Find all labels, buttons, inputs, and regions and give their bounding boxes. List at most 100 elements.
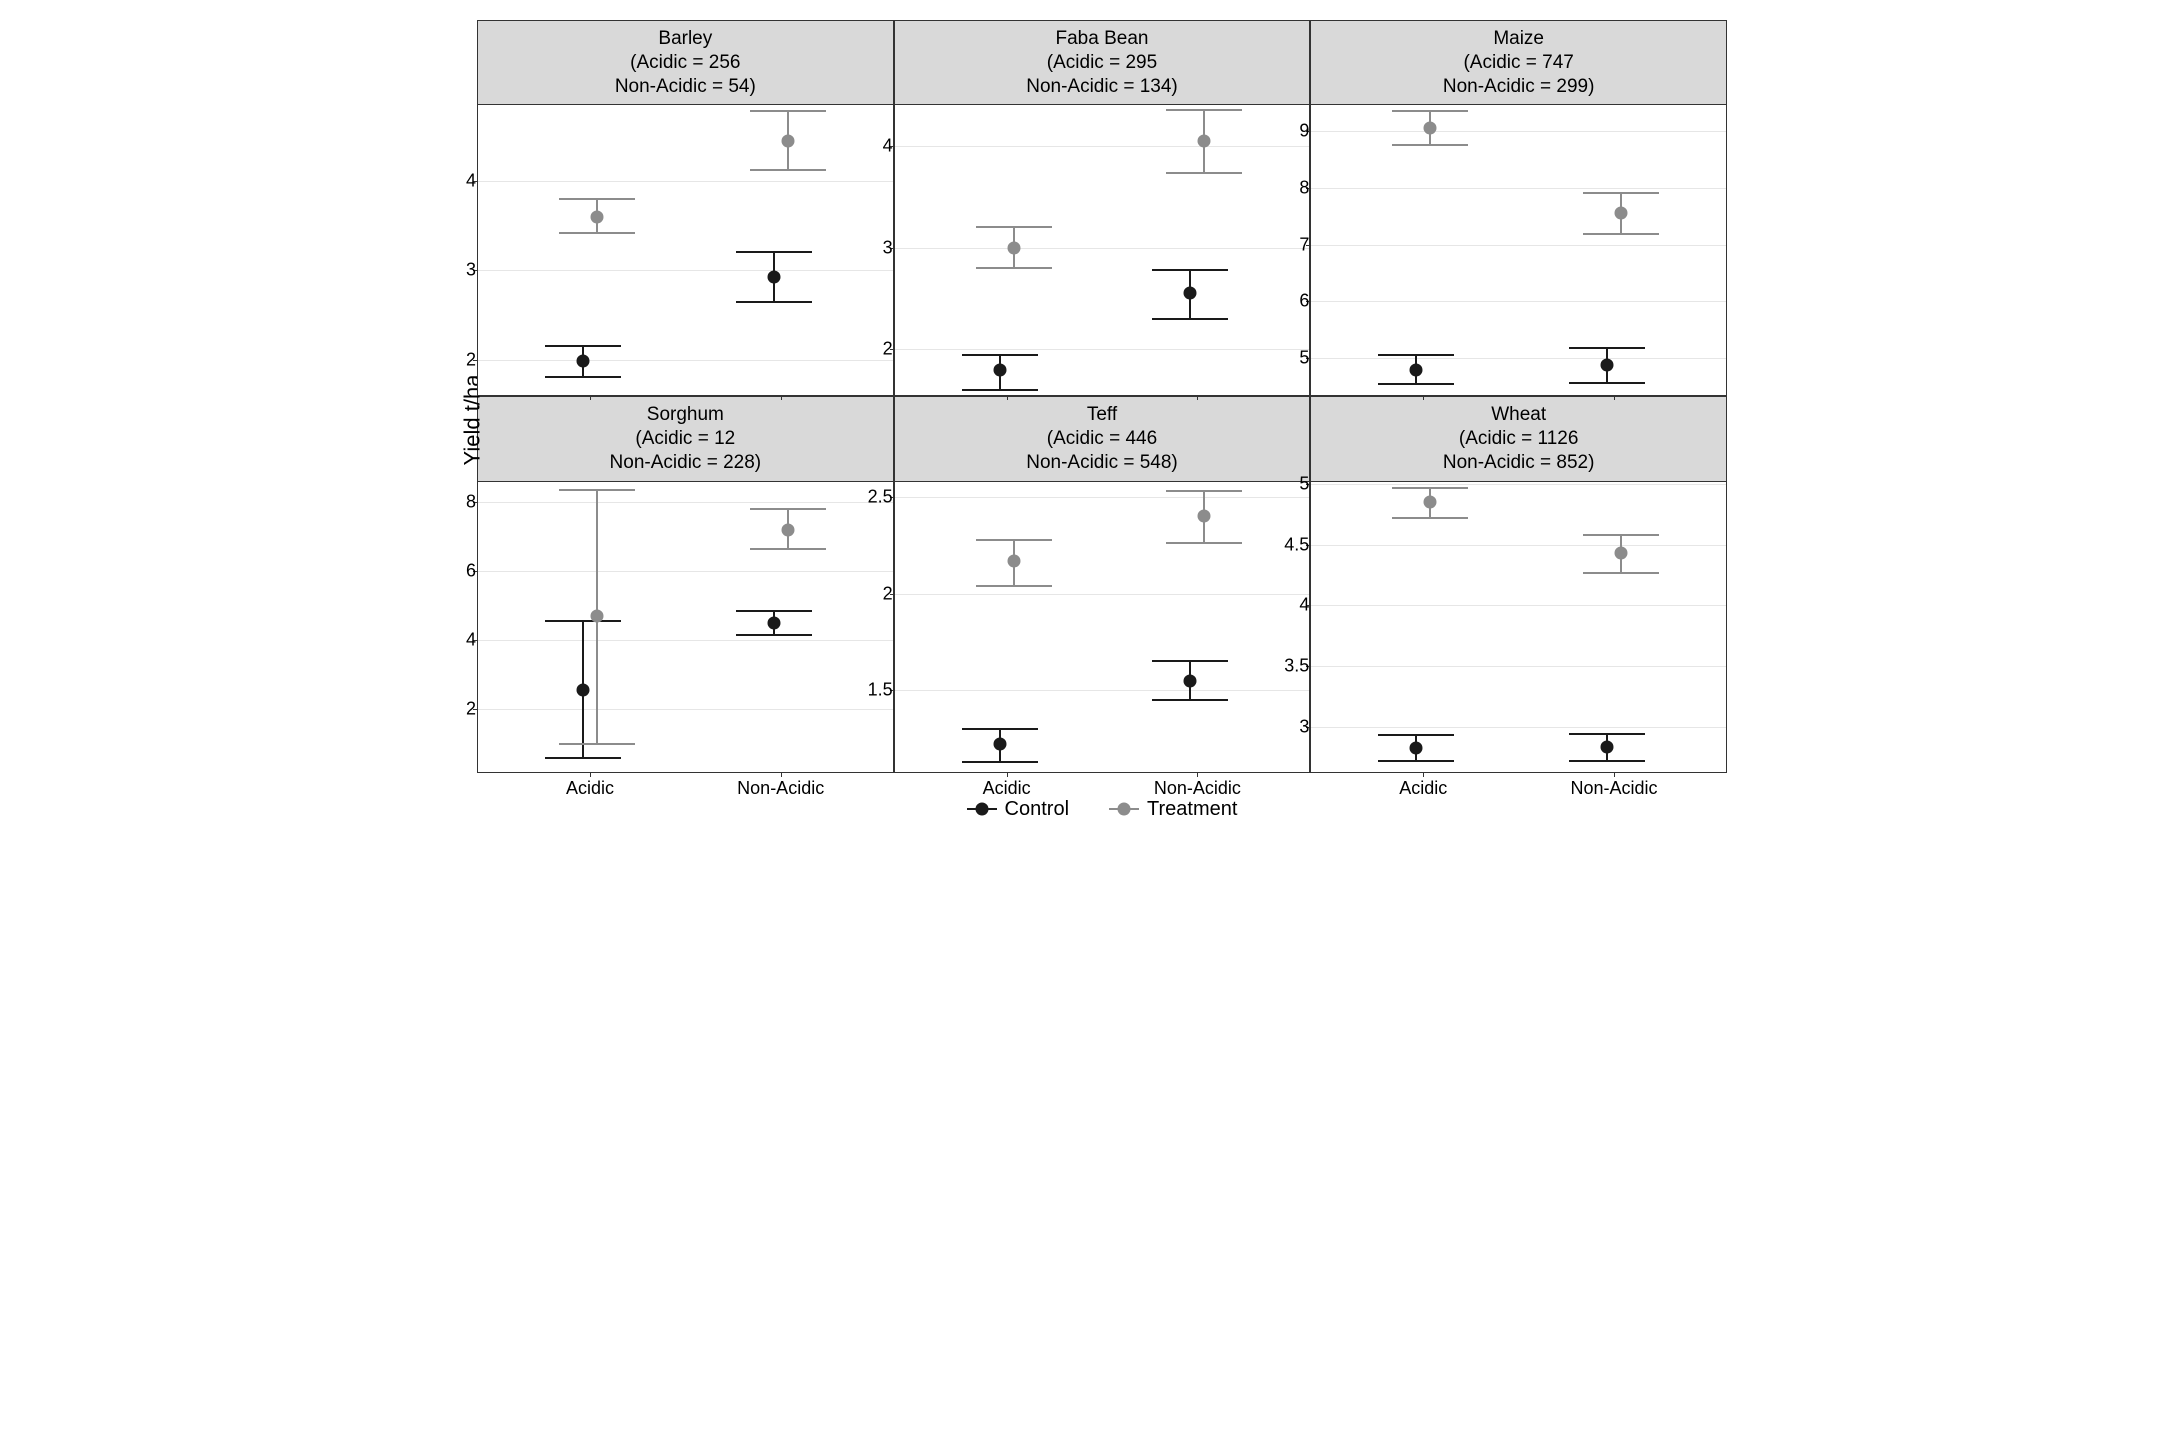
errorbar-cap xyxy=(545,345,621,347)
panel-title-strip: Sorghum(Acidic = 12Non-Acidic = 228) xyxy=(477,396,894,481)
ytick-label: 2 xyxy=(466,349,476,370)
xtick-label: Acidic xyxy=(566,778,614,799)
point-marker xyxy=(1184,287,1197,300)
gridline xyxy=(478,571,893,572)
point-marker xyxy=(1410,742,1423,755)
ytick-label: 4 xyxy=(466,171,476,192)
errorbar-cap xyxy=(559,198,635,200)
errorbar-cap xyxy=(1166,172,1242,174)
ytick-label: 8 xyxy=(1299,177,1309,198)
gridline xyxy=(895,146,1310,147)
ytick-label: 3.5 xyxy=(1284,655,1309,676)
panel-grid: Barley(Acidic = 256Non-Acidic = 54)234Fa… xyxy=(477,20,1727,773)
legend-dot xyxy=(1118,803,1131,816)
plot-area: 33.544.55AcidicNon-Acidic xyxy=(1310,482,1727,773)
errorbar-cap xyxy=(1569,347,1645,349)
ytick-label: 2 xyxy=(883,583,893,604)
point-marker xyxy=(1007,554,1020,567)
legend-dot xyxy=(975,803,988,816)
errorbar-cap xyxy=(559,743,635,745)
errorbar-cap xyxy=(545,757,621,759)
strip-line: Non-Acidic = 54) xyxy=(482,75,889,99)
panel-title-strip: Faba Bean(Acidic = 295Non-Acidic = 134) xyxy=(894,20,1311,105)
plot-area: 234 xyxy=(894,105,1311,396)
xtick-mark xyxy=(590,772,591,777)
ytick-label: 4 xyxy=(883,135,893,156)
xtick-label: Non-Acidic xyxy=(1571,778,1658,799)
point-marker xyxy=(767,271,780,284)
point-marker xyxy=(1007,241,1020,254)
xtick-mark xyxy=(781,772,782,777)
xtick-mark xyxy=(590,395,591,400)
point-marker xyxy=(1198,510,1211,523)
series-control xyxy=(582,105,584,395)
errorbar-cap xyxy=(976,539,1052,541)
point-marker xyxy=(1424,121,1437,134)
errorbar-cap xyxy=(559,489,635,491)
legend-label: Treatment xyxy=(1147,798,1237,821)
series-treatment xyxy=(596,105,598,395)
series-control xyxy=(1415,105,1417,395)
ytick-label: 5 xyxy=(1299,473,1309,494)
errorbar-cap xyxy=(736,251,812,253)
legend-item: Control xyxy=(967,798,1069,821)
gridline xyxy=(478,502,893,503)
xtick-mark xyxy=(1197,772,1198,777)
xtick-mark xyxy=(1423,395,1424,400)
plot-area: 1.522.5AcidicNon-Acidic xyxy=(894,482,1311,773)
panel-title-strip: Maize(Acidic = 747Non-Acidic = 299) xyxy=(1310,20,1727,105)
legend-line xyxy=(1109,808,1139,810)
gridline xyxy=(895,248,1310,249)
strip-line: Faba Bean xyxy=(899,27,1306,51)
point-marker xyxy=(576,355,589,368)
errorbar-cap xyxy=(1378,354,1454,356)
xtick-mark xyxy=(1007,395,1008,400)
gridline xyxy=(478,181,893,182)
series-treatment xyxy=(1013,105,1015,395)
series-control xyxy=(773,482,775,772)
series-control xyxy=(999,482,1001,772)
figure: Yield t/ha Barley(Acidic = 256Non-Acidic… xyxy=(437,20,1727,821)
strip-line: (Acidic = 747 xyxy=(1315,51,1722,75)
gridline xyxy=(1311,666,1726,667)
point-marker xyxy=(576,684,589,697)
errorbar-cap xyxy=(736,634,812,636)
series-control xyxy=(1606,482,1608,772)
errorbar-cap xyxy=(1583,233,1659,235)
strip-line: Non-Acidic = 228) xyxy=(482,451,889,475)
errorbar-cap xyxy=(559,232,635,234)
panel: Barley(Acidic = 256Non-Acidic = 54)234 xyxy=(477,20,894,396)
gridline xyxy=(478,709,893,710)
errorbar-cap xyxy=(750,110,826,112)
errorbar-cap xyxy=(736,301,812,303)
errorbar-cap xyxy=(1378,734,1454,736)
errorbar-cap xyxy=(750,169,826,171)
panel: Teff(Acidic = 446Non-Acidic = 548)1.522.… xyxy=(894,396,1311,772)
ytick-label: 2 xyxy=(883,339,893,360)
gridline xyxy=(895,690,1310,691)
errorbar-cap xyxy=(1583,192,1659,194)
gridline xyxy=(1311,545,1726,546)
ytick-label: 4 xyxy=(466,630,476,651)
errorbar-cap xyxy=(1152,269,1228,271)
series-treatment xyxy=(1203,482,1205,772)
point-marker xyxy=(781,523,794,536)
series-control xyxy=(773,105,775,395)
legend-item: Treatment xyxy=(1109,798,1237,821)
gridline xyxy=(478,360,893,361)
strip-line: Non-Acidic = 134) xyxy=(899,75,1306,99)
errorbar-cap xyxy=(1378,383,1454,385)
point-marker xyxy=(1198,134,1211,147)
series-treatment xyxy=(1429,105,1431,395)
errorbar-cap xyxy=(962,728,1038,730)
strip-line: Non-Acidic = 852) xyxy=(1315,451,1722,475)
gridline xyxy=(478,270,893,271)
point-marker xyxy=(767,617,780,630)
strip-line: Maize xyxy=(1315,27,1722,51)
ytick-label: 4 xyxy=(1299,595,1309,616)
xtick-mark xyxy=(1614,772,1615,777)
errorbar-cap xyxy=(1392,487,1468,489)
errorbar-cap xyxy=(1583,572,1659,574)
errorbar-cap xyxy=(976,585,1052,587)
errorbar-cap xyxy=(1569,733,1645,735)
